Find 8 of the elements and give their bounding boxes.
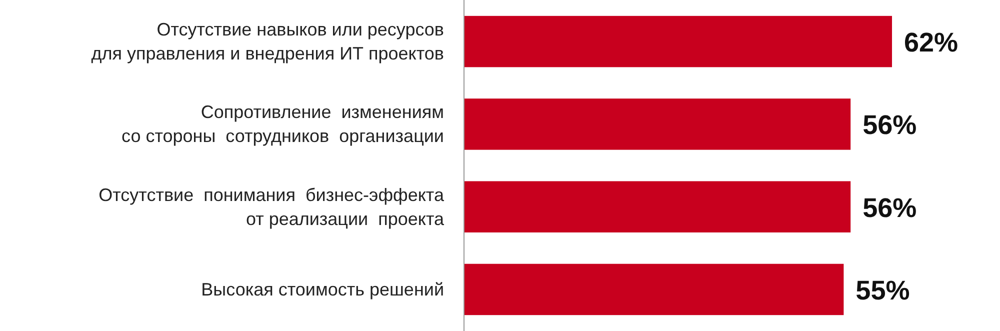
data-label: 62% [904, 28, 958, 58]
data-label: 55% [856, 275, 910, 306]
y-tick-label: Отсутствие навыков или ресурсов для управления и внедрения ИТ проектов [91, 20, 444, 64]
y-tick-label: Сопротивление изменениям со стороны сотрудников организации [122, 102, 444, 146]
data-label: 56% [862, 110, 917, 140]
y-tick-label: Высокая стоимость решений [201, 279, 444, 300]
y-tick-label: Отсутствие понимания бизнес-эффекта от реализации проекта [98, 184, 445, 229]
data-label: 56% [862, 192, 917, 223]
